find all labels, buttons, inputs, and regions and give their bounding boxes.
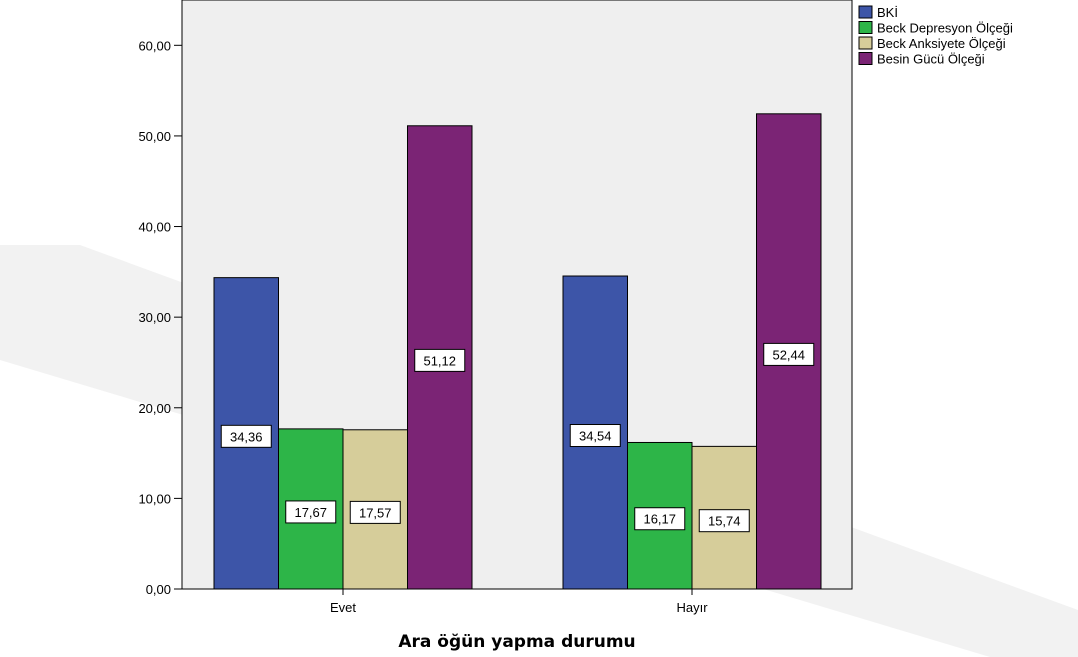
category-label: Evet: [330, 600, 356, 615]
y-tick-label: 60,00: [138, 38, 171, 53]
legend-label: BKİ: [877, 5, 898, 20]
value-label-box: [414, 348, 466, 372]
x-axis: Evet Hayır: [330, 589, 708, 615]
value-label-box: [349, 500, 401, 524]
y-tick-label: 30,00: [138, 310, 171, 325]
value-label-box: [285, 500, 337, 524]
x-axis-title: Ara öğün yapma durumu: [398, 632, 635, 652]
legend-label: Besin Gücü Ölçeği: [877, 52, 985, 67]
y-tick-label: 50,00: [138, 129, 171, 144]
legend-swatch: [858, 52, 873, 65]
legend-swatch: [858, 5, 873, 19]
value-label: 16,17: [643, 512, 676, 527]
value-label: 52,44: [772, 347, 805, 362]
value-label: 51,12: [423, 353, 456, 368]
value-label: 34,36: [230, 429, 263, 444]
y-tick-label: 40,00: [138, 220, 171, 235]
y-axis: 0,00 10,00 20,00 30,00 40,00 50,00 60,00: [138, 38, 182, 597]
value-label: 17,57: [359, 505, 392, 520]
value-label-box: [763, 342, 815, 366]
y-tick-label: 20,00: [138, 401, 171, 416]
value-label-box: [220, 424, 272, 448]
legend-label: Beck Anksiyete Ölçeği: [877, 36, 1006, 51]
value-label: 15,74: [708, 514, 741, 529]
legend-label: Beck Depresyon Ölçeği: [877, 21, 1013, 36]
value-label: 34,54: [579, 429, 612, 444]
legend-swatch: [858, 36, 873, 50]
category-label: Hayır: [676, 600, 708, 615]
value-label-box: [569, 424, 621, 448]
value-label-box: [634, 507, 686, 531]
legend-swatch: [858, 21, 873, 34]
y-tick-label: 10,00: [138, 491, 171, 506]
y-tick-label: 0,00: [146, 582, 171, 597]
value-labels: 34,36 17,67 17,57 51,12 34,54 16,17 15,74 52,44: [220, 342, 815, 533]
value-label: 17,67: [294, 505, 327, 520]
value-label-box: [698, 509, 750, 533]
